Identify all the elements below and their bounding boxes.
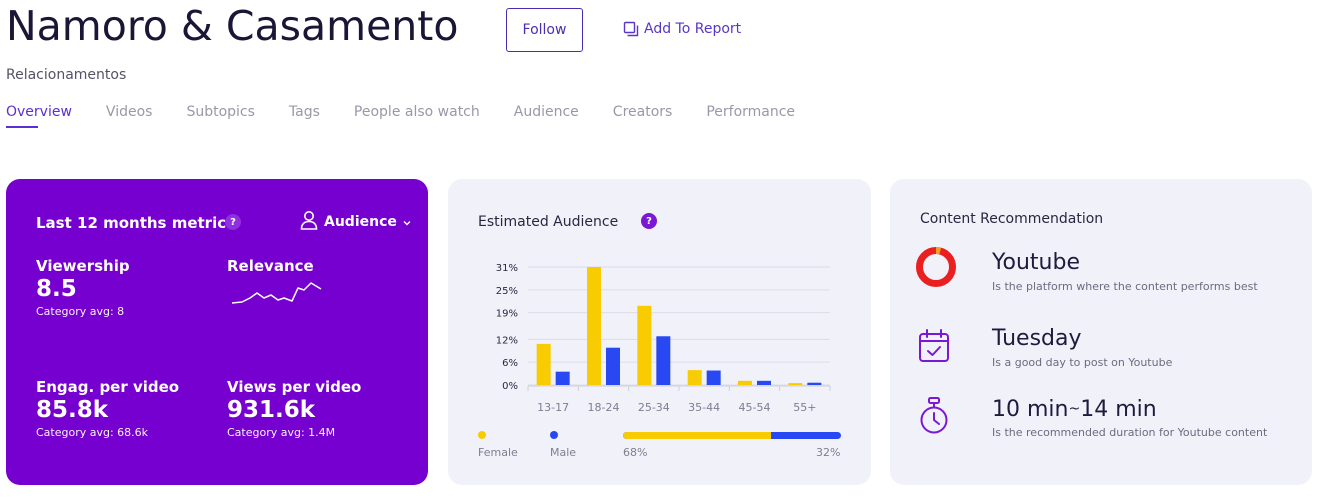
- tab-subtopics[interactable]: Subtopics: [186, 104, 255, 120]
- x-tick-label: 35-44: [688, 401, 720, 414]
- viewership-metric: Viewership 8.5 Category avg: 8: [36, 257, 130, 318]
- add-to-report-button[interactable]: Add To Report: [623, 21, 741, 37]
- platform-title: Youtube: [992, 250, 1080, 275]
- day-description: Is a good day to post on Youtube: [992, 356, 1173, 369]
- user-icon: [300, 210, 318, 234]
- engagement-label: Engag. per video: [36, 378, 180, 396]
- y-tick-label: 0%: [502, 381, 518, 392]
- y-tick-label: 31%: [496, 263, 518, 274]
- female-percent: 68%: [623, 446, 648, 459]
- copy-icon: [623, 21, 639, 37]
- duration-min: 10 min: [992, 397, 1069, 422]
- audience-card: Estimated Audience ? 0% 6% 12% 19% 25% 31% 13-…: [448, 179, 871, 485]
- viewership-value: 8.5: [36, 276, 77, 302]
- engagement-category-avg: Category avg: 68.6k: [36, 426, 149, 439]
- bar-male-35-44: [706, 370, 721, 385]
- duration-max: 14 min: [1080, 397, 1157, 422]
- calendar-check-icon: [918, 329, 950, 367]
- bar-female-13-17: [536, 343, 551, 385]
- relevance-label: Relevance: [227, 257, 314, 275]
- metrics-card: Last 12 months metrics ? Audience Viewer…: [6, 179, 428, 485]
- content-recommendation-heading: Content Recommendation: [920, 211, 1104, 227]
- viewership-category-avg: Category avg: 8: [36, 305, 125, 318]
- tab-performance[interactable]: Performance: [706, 104, 796, 120]
- add-to-report-label: Add To Report: [644, 21, 742, 37]
- help-icon[interactable]: ?: [641, 213, 657, 229]
- audience-dropdown[interactable]: Audience: [300, 210, 411, 234]
- follow-button[interactable]: Follow: [506, 8, 583, 52]
- viewership-label: Viewership: [36, 257, 130, 275]
- bar-male-45-54: [757, 380, 771, 385]
- bar-male-18-24: [606, 347, 620, 385]
- x-tick-label: 25-34: [638, 401, 670, 414]
- x-tick-label: 18-24: [588, 401, 620, 414]
- bar-female-45-54: [738, 380, 752, 385]
- y-tick-label: 25%: [496, 286, 518, 297]
- bar-male-55+: [807, 382, 822, 385]
- male-legend-dot: [550, 431, 558, 439]
- female-legend-label: Female: [478, 446, 518, 459]
- female-legend-dot: [478, 431, 486, 439]
- stopwatch-icon: [918, 397, 950, 439]
- help-icon[interactable]: ?: [225, 214, 241, 230]
- x-tick-label: 45-54: [739, 401, 771, 414]
- views-value: 931.6k: [227, 397, 316, 423]
- duration-separator: ~: [1068, 401, 1081, 417]
- bar-female-55+: [788, 383, 803, 385]
- male-percent: 32%: [816, 446, 841, 459]
- bar-female-35-44: [687, 370, 702, 385]
- gender-split-bar: [623, 432, 841, 439]
- views-label: Views per video: [227, 378, 362, 396]
- x-tick-label: 55+: [793, 401, 816, 414]
- tab-tags[interactable]: Tags: [288, 104, 320, 120]
- views-metric: Views per video 931.6k Category avg: 1.4…: [227, 378, 361, 439]
- y-tick-label: 19%: [496, 309, 518, 320]
- audience-heading: Estimated Audience: [478, 214, 619, 230]
- tab-audience[interactable]: Audience: [513, 104, 579, 120]
- duration-title: 10 min~14 min: [992, 397, 1157, 422]
- donut-chart-icon: [914, 245, 958, 293]
- platform-description: Is the platform where the content perfor…: [992, 280, 1258, 293]
- tab-videos[interactable]: Videos: [105, 104, 153, 120]
- relevance-metric: Relevance: [227, 257, 314, 275]
- tab-bar: Overview Videos Subtopics Tags People al…: [6, 104, 829, 128]
- content-recommendation-card: Content Recommendation Youtube Is the pl…: [890, 179, 1312, 485]
- category-subtitle: Relacionamentos: [6, 67, 127, 83]
- tab-creators[interactable]: Creators: [612, 104, 673, 120]
- chevron-down-icon: [403, 214, 411, 230]
- male-legend-label: Male: [550, 446, 577, 459]
- bar-female-25-34: [637, 305, 652, 385]
- y-tick-label: 12%: [496, 335, 518, 346]
- bar-male-25-34: [656, 336, 671, 385]
- day-title: Tuesday: [992, 326, 1082, 351]
- y-tick-label: 6%: [502, 358, 518, 369]
- tab-people-also-watch[interactable]: People also watch: [353, 104, 480, 120]
- metrics-heading: Last 12 months metrics: [36, 214, 236, 232]
- tab-overview[interactable]: Overview: [6, 104, 72, 128]
- female-share-fill: [623, 432, 772, 439]
- engagement-value: 85.8k: [36, 397, 109, 423]
- page-title: Namoro & Casamento: [6, 2, 459, 50]
- bar-male-13-17: [555, 371, 570, 385]
- age-bar-chart: 0% 6% 12% 19% 25% 31% 13-17 18-24 25-34 35-44 45-5…: [496, 263, 831, 414]
- duration-description: Is the recommended duration for Youtube …: [992, 426, 1268, 439]
- relevance-sparkline: [231, 282, 322, 304]
- views-category-avg: Category avg: 1.4M: [227, 426, 336, 439]
- audience-dropdown-label: Audience: [324, 214, 397, 230]
- engagement-metric: Engag. per video 85.8k Category avg: 68.…: [36, 378, 179, 439]
- bar-female-18-24: [587, 267, 601, 385]
- x-tick-label: 13-17: [537, 401, 569, 414]
